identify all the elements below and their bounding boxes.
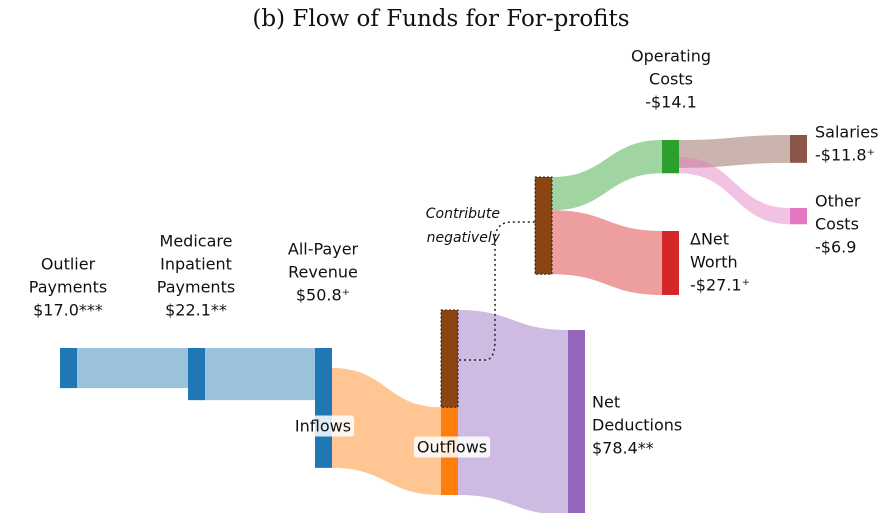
flow [332,368,441,496]
node [790,208,807,225]
flow [552,140,662,211]
flow [458,310,568,513]
outflows-label-box [413,436,491,458]
flow [205,348,315,401]
node-label: Medicare [160,232,233,251]
value-label: $17.0*** [33,301,103,320]
node-label: Inpatient [160,255,232,274]
node-label: Net [592,393,620,412]
node [315,348,332,468]
negative-node [440,309,459,408]
flow [679,135,790,168]
node [662,140,679,174]
annotation: negatively [427,230,501,246]
node [662,231,679,295]
inflows-label-box [291,415,355,437]
value-label: -$14.1 [645,93,697,112]
negative-node [534,176,553,275]
inflows-label: Inflows [295,417,351,436]
node [188,348,205,401]
value-label: -$11.8⁺ [815,146,875,165]
node-label: Deductions [592,416,682,435]
node-label: Worth [690,253,738,272]
value-label: -$6.9 [815,238,856,257]
outflows-label: Outflows [417,438,487,457]
node-label: Costs [815,215,859,234]
node [568,330,585,513]
flow [552,210,662,295]
flow [679,156,790,225]
node-label: Outlier [41,255,96,274]
labels: Outlier Payments $17.0*** Medicare Inpatient… [29,47,878,458]
flow [77,348,188,389]
node [60,348,77,389]
chart-title: (b) Flow of Funds for For-profits [252,6,629,32]
connector [459,221,535,361]
node-label: Operating [631,47,711,66]
node-label: Costs [649,70,693,89]
node-label: Payments [157,278,235,297]
node [790,135,807,163]
node-label: Salaries [815,123,878,142]
node-label: Payments [29,278,107,297]
node-label: Other [815,192,861,211]
node-label: Revenue [288,263,358,282]
annotation: Contribute [426,206,500,222]
value-label: -$27.1⁺ [690,276,750,295]
node-label: ΔNet [690,230,729,249]
value-label: $78.4** [592,439,654,458]
value-label: $50.8⁺ [296,286,350,305]
value-label: $22.1** [165,301,227,320]
node-label: All-Payer [288,240,359,259]
flows [77,135,790,513]
